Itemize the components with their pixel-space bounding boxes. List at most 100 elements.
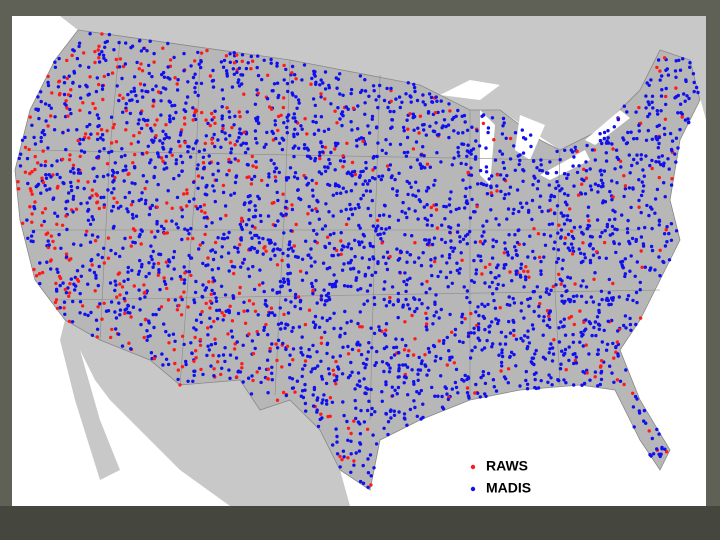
station-dot: [226, 251, 231, 255]
station-dot: [202, 148, 207, 152]
station-dot: [336, 106, 340, 110]
station-dot: [609, 302, 613, 307]
station-dot: [143, 201, 148, 206]
station-dot: [180, 215, 184, 219]
station-dot: [164, 260, 169, 264]
station-dot: [36, 108, 40, 113]
station-dot: [673, 152, 677, 156]
station-dot: [262, 289, 266, 294]
station-dot: [405, 215, 409, 220]
station-dot: [572, 383, 576, 387]
station-dot: [201, 372, 205, 377]
station-dot: [112, 187, 116, 191]
station-dot: [550, 383, 554, 387]
station-dot: [576, 193, 581, 197]
station-dot: [568, 276, 573, 280]
station-dot: [137, 131, 142, 135]
station-dot: [31, 229, 36, 234]
station-dot: [118, 282, 122, 286]
station-dot: [60, 223, 65, 227]
station-dot: [230, 264, 235, 269]
station-dot: [617, 295, 621, 299]
station-dot: [560, 294, 564, 298]
station-dot: [512, 320, 516, 324]
station-dot: [53, 246, 57, 250]
station-dot: [325, 318, 329, 323]
station-dot: [264, 142, 268, 147]
station-dot: [366, 387, 370, 391]
station-dot: [481, 242, 485, 246]
station-dot: [199, 81, 204, 86]
station-dot: [164, 123, 168, 127]
station-dot: [243, 150, 248, 155]
station-dot: [223, 359, 227, 364]
station-dot: [372, 302, 377, 307]
station-dot: [548, 160, 552, 164]
station-dot: [639, 193, 644, 198]
station-dot: [330, 400, 335, 404]
station-dot: [182, 69, 186, 73]
station-dot: [93, 239, 98, 243]
station-dot: [334, 382, 338, 386]
station-dot: [334, 359, 338, 364]
station-dot: [274, 166, 279, 170]
station-dot: [658, 274, 662, 278]
station-dot: [201, 261, 205, 266]
station-dot: [144, 274, 148, 279]
station-dot: [126, 270, 130, 274]
station-dot: [512, 144, 516, 148]
station-dot: [602, 136, 606, 141]
station-dot: [342, 159, 346, 164]
station-dot: [522, 269, 526, 273]
station-dot: [602, 240, 607, 245]
station-dot: [531, 249, 535, 254]
station-dot: [473, 345, 477, 349]
station-dot: [432, 344, 437, 349]
station-dot: [280, 136, 284, 140]
station-dot: [150, 74, 154, 79]
station-dot: [47, 243, 51, 247]
station-dot: [666, 157, 670, 161]
station-dot: [142, 283, 146, 287]
state-lines: [24, 39, 661, 421]
station-dot: [209, 343, 214, 347]
station-dot: [595, 250, 599, 254]
station-dot: [58, 283, 62, 288]
station-dot: [299, 350, 303, 355]
station-dot: [120, 285, 125, 289]
station-dot: [270, 311, 274, 315]
station-dot: [349, 189, 354, 193]
station-dot: [603, 229, 607, 233]
station-dot: [657, 160, 661, 164]
station-dot: [614, 148, 619, 152]
station-dot: [313, 74, 317, 78]
station-dot: [44, 119, 48, 123]
station-dot: [387, 226, 392, 230]
station-dot: [164, 132, 168, 137]
station-dot: [345, 171, 349, 176]
station-dot: [371, 84, 376, 88]
station-dot: [664, 450, 669, 454]
station-dot: [262, 325, 267, 330]
station-dot: [359, 170, 363, 174]
station-dot: [152, 325, 156, 330]
station-dot: [331, 443, 335, 447]
station-dot: [450, 387, 454, 391]
station-dot: [441, 109, 445, 113]
station-dot: [509, 350, 514, 354]
station-dot: [420, 302, 424, 306]
station-dot: [630, 163, 634, 168]
station-dot: [123, 153, 127, 158]
station-dot: [66, 93, 71, 97]
station-dot: [378, 328, 382, 332]
station-dot: [281, 277, 286, 281]
station-dot: [422, 154, 426, 158]
station-dot: [384, 304, 389, 308]
station-dot: [55, 186, 60, 190]
station-dot: [546, 209, 550, 213]
station-dot: [156, 152, 160, 156]
station-dot: [558, 158, 562, 162]
station-dot: [579, 192, 584, 196]
station-dot: [257, 366, 262, 370]
station-dot: [281, 214, 285, 218]
